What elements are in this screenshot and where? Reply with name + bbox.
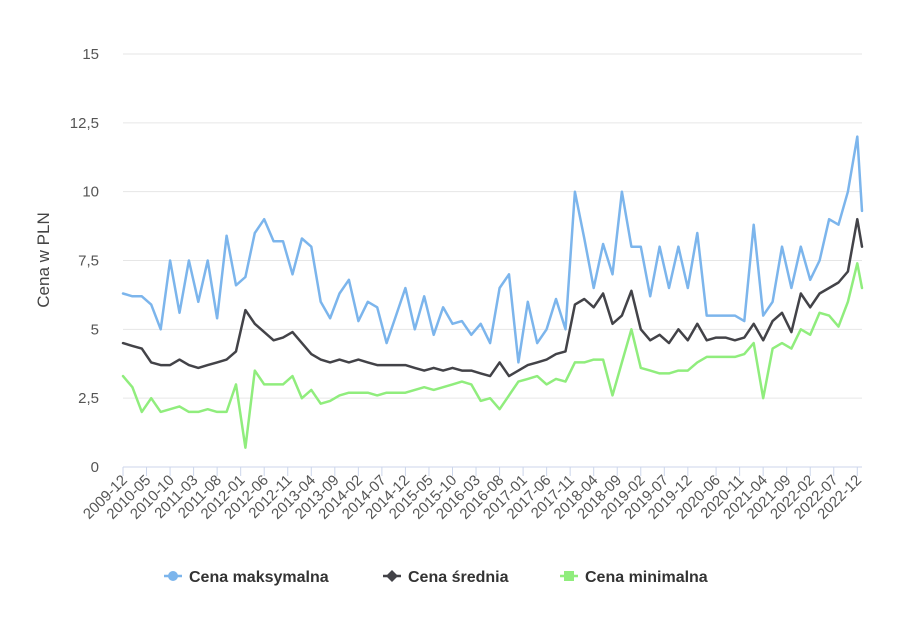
legend-label: Cena maksymalna xyxy=(189,569,329,586)
legend-marker-square xyxy=(564,571,574,581)
legend-marker-diamond xyxy=(386,570,398,582)
y-tick-label: 5 xyxy=(91,321,99,338)
series-layer xyxy=(121,135,864,449)
y-tick-label: 12,5 xyxy=(70,115,99,132)
y-tick-label: 2,5 xyxy=(78,390,99,407)
y-tick-label: 10 xyxy=(82,184,99,201)
x-axis: 2009-122010-052010-102011-032011-082012-… xyxy=(80,466,865,523)
grid-lines xyxy=(123,53,862,399)
series-line-0[interactable] xyxy=(121,135,864,364)
y-axis-ticks: 0 2,5 5 7,5 10 12,5 15 xyxy=(70,46,99,476)
legend-item-1[interactable]: Cena średnia xyxy=(383,569,509,586)
y-tick-label: 15 xyxy=(82,46,99,63)
y-tick-label: 0 xyxy=(91,459,99,476)
legend-item-0[interactable]: Cena maksymalna xyxy=(164,569,329,586)
y-axis-title: Cena w PLN xyxy=(34,212,53,307)
legend-item-2[interactable]: Cena minimalna xyxy=(560,569,708,586)
series-line-2[interactable] xyxy=(121,262,864,449)
legend-label: Cena minimalna xyxy=(585,569,708,586)
series-line-1[interactable] xyxy=(121,217,864,378)
legend-label: Cena średnia xyxy=(408,569,509,586)
legend[interactable]: Cena maksymalna Cena średnia Cena minimaln… xyxy=(164,569,708,586)
legend-marker-circle xyxy=(168,571,178,581)
y-tick-label: 7,5 xyxy=(78,253,99,270)
